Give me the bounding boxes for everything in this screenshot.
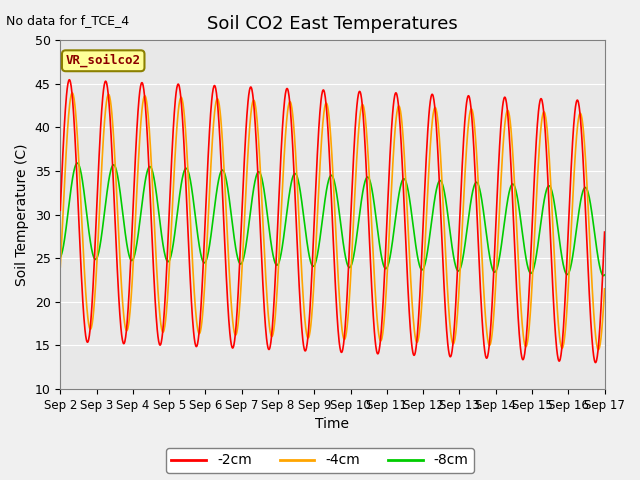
Legend: -2cm, -4cm, -8cm: -2cm, -4cm, -8cm [166, 448, 474, 473]
X-axis label: Time: Time [316, 418, 349, 432]
Title: Soil CO2 East Temperatures: Soil CO2 East Temperatures [207, 15, 458, 33]
Text: No data for f_TCE_4: No data for f_TCE_4 [6, 14, 129, 27]
Text: VR_soilco2: VR_soilco2 [66, 54, 141, 68]
Y-axis label: Soil Temperature (C): Soil Temperature (C) [15, 144, 29, 286]
